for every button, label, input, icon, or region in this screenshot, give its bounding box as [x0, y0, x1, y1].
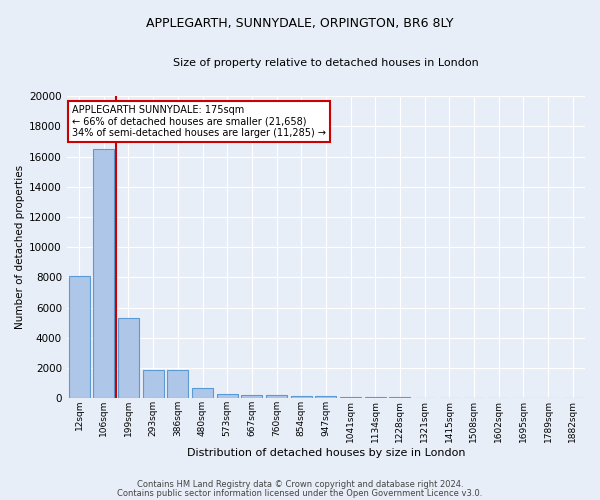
Text: Contains public sector information licensed under the Open Government Licence v3: Contains public sector information licen… [118, 488, 482, 498]
Bar [94, 149, 114, 398]
Bar [192, 388, 213, 398]
Bar [365, 397, 386, 398]
Bar [241, 395, 262, 398]
Bar [118, 318, 139, 398]
Bar [68, 276, 89, 398]
Bar [389, 397, 410, 398]
Bar [143, 370, 164, 398]
Title: Size of property relative to detached houses in London: Size of property relative to detached ho… [173, 58, 479, 68]
Y-axis label: Number of detached properties: Number of detached properties [15, 165, 25, 330]
Bar [340, 396, 361, 398]
Bar [266, 396, 287, 398]
Bar [167, 370, 188, 398]
Bar [217, 394, 238, 398]
Bar [291, 396, 311, 398]
X-axis label: Distribution of detached houses by size in London: Distribution of detached houses by size … [187, 448, 465, 458]
Bar [316, 396, 337, 398]
Text: Contains HM Land Registry data © Crown copyright and database right 2024.: Contains HM Land Registry data © Crown c… [137, 480, 463, 489]
Text: APPLEGARTH SUNNYDALE: 175sqm
← 66% of detached houses are smaller (21,658)
34% o: APPLEGARTH SUNNYDALE: 175sqm ← 66% of de… [72, 105, 326, 138]
Text: APPLEGARTH, SUNNYDALE, ORPINGTON, BR6 8LY: APPLEGARTH, SUNNYDALE, ORPINGTON, BR6 8L… [146, 18, 454, 30]
